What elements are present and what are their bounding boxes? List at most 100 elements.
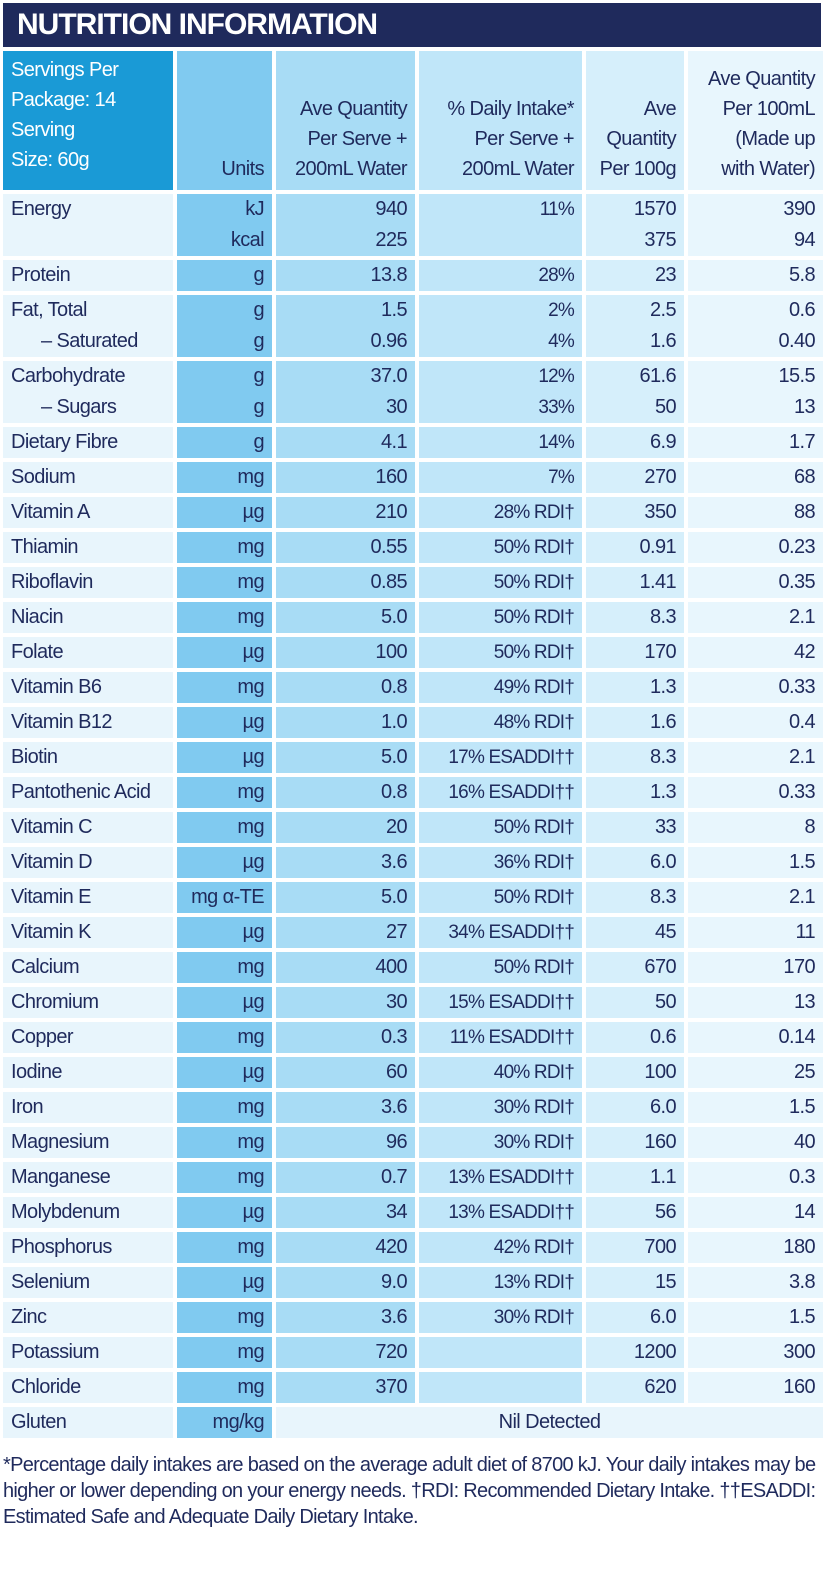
cell-name: Riboflavin	[3, 567, 173, 598]
di-value: 2%	[548, 300, 575, 321]
cell-g100: 1.3	[586, 672, 684, 703]
ml100-value: 0.33	[778, 781, 815, 803]
g100-value: 620	[644, 1376, 676, 1398]
cell-serve: 0.8	[276, 672, 415, 703]
cell-name: Pantothenic Acid	[3, 777, 173, 808]
cell-units: mg	[177, 777, 272, 808]
cell-di: 50% RDI†	[419, 882, 582, 913]
serve-value: 5.0	[380, 746, 408, 768]
ml100-value: 14	[793, 1201, 816, 1223]
di-value: 30% RDI†	[493, 1097, 575, 1118]
cell-g100: 50	[586, 987, 684, 1018]
cell-serve: 27	[276, 917, 415, 948]
units-value: g	[253, 264, 264, 286]
cell-serve: 0.3	[276, 1022, 415, 1053]
cell-ml100: 0.14	[688, 1022, 823, 1053]
g100-value: 45	[654, 921, 677, 943]
ml100-value: 1.5	[788, 1306, 816, 1328]
cell-name: Sodium	[3, 462, 173, 493]
cell-di: 15% ESADDI††	[419, 987, 582, 1018]
g100-value: 100	[644, 1061, 676, 1083]
name-value: Copper	[11, 1026, 74, 1048]
cell-ml100: 15.5 13	[688, 361, 823, 423]
cell-g100: 160	[586, 1127, 684, 1158]
header-units: Units	[177, 51, 272, 190]
cell-name: Magnesium	[3, 1127, 173, 1158]
di-value: 28% RDI†	[493, 502, 575, 523]
cell-name: Potassium	[3, 1337, 173, 1368]
units-value: g	[253, 365, 264, 387]
cell-ml100: 0.6 0.40	[688, 295, 823, 357]
units-value: µg	[242, 1201, 265, 1223]
units-value: mg	[237, 1341, 264, 1363]
units-value: mg	[237, 536, 264, 558]
cell-ml100: 0.23	[688, 532, 823, 563]
serve-value: 9.0	[380, 1271, 408, 1293]
di-value: 15% ESADDI††	[448, 992, 574, 1013]
serve-value: 100	[375, 641, 407, 663]
cell-serve: 0.8	[276, 777, 415, 808]
di-value	[427, 1372, 574, 1403]
serve-value: 720	[375, 1341, 407, 1363]
cell-serve: 9.0	[276, 1267, 415, 1298]
serve-value: 0.85	[370, 571, 407, 593]
cell-units: mg	[177, 1372, 272, 1403]
units-value: µg	[242, 746, 265, 768]
cell-units: µg	[177, 1267, 272, 1298]
cell-g100: 350	[586, 497, 684, 528]
cell-g100: 620	[586, 1372, 684, 1403]
name-value: Folate	[11, 641, 64, 663]
cell-ml100: 300	[688, 1337, 823, 1368]
cell-serve: 4.1	[276, 427, 415, 458]
ml100-value: 15.5	[778, 365, 815, 387]
cell-serve: 3.6	[276, 847, 415, 878]
cell-units: mg	[177, 672, 272, 703]
serve-value: 4.1	[380, 431, 408, 453]
cell-di: 16% ESADDI††	[419, 777, 582, 808]
name-value: – Sugars	[41, 396, 117, 418]
serve-value: 1.5	[380, 299, 408, 321]
di-value: 13% ESADDI††	[448, 1202, 574, 1223]
units-value: µg	[242, 501, 265, 523]
cell-units: mg	[177, 1232, 272, 1263]
name-value: Magnesium	[11, 1131, 110, 1153]
units-value: g	[253, 396, 264, 418]
name-value: Protein	[11, 264, 71, 286]
di-value: 36% RDI†	[493, 852, 575, 873]
name-value: Molybdenum	[11, 1201, 120, 1223]
ml100-value: 42	[793, 641, 816, 663]
header-per-100g: Ave Quantity Per 100g	[586, 51, 684, 190]
g100-value: 61.6	[639, 365, 676, 387]
g100-value: 0.91	[639, 536, 676, 558]
serve-value: 5.0	[380, 606, 408, 628]
g100-value: 1.3	[649, 676, 677, 698]
name-value: Zinc	[11, 1306, 47, 1328]
units-value: mg	[237, 1376, 264, 1398]
cell-name: Selenium	[3, 1267, 173, 1298]
name-value: Fat, Total	[11, 299, 88, 321]
di-value: 49% RDI†	[493, 677, 575, 698]
serve-value: 370	[375, 1376, 407, 1398]
cell-name: Manganese	[3, 1162, 173, 1193]
cell-ml100: 0.35	[688, 567, 823, 598]
cell-units: µg	[177, 637, 272, 668]
gluten-name: Gluten	[3, 1407, 173, 1438]
units-value: kJ	[245, 198, 264, 220]
cell-g100: 8.3	[586, 742, 684, 773]
cell-ml100: 2.1	[688, 882, 823, 913]
ml100-value: 88	[793, 501, 816, 523]
cell-serve: 100	[276, 637, 415, 668]
cell-serve: 37.0 30	[276, 361, 415, 423]
cell-di: 13% ESADDI††	[419, 1162, 582, 1193]
serve-value: 0.3	[380, 1026, 408, 1048]
di-value: 30% RDI†	[493, 1132, 575, 1153]
cell-di: 13% ESADDI††	[419, 1197, 582, 1228]
cell-serve: 420	[276, 1232, 415, 1263]
ml100-value: 2.1	[788, 886, 816, 908]
di-value: 28%	[538, 265, 574, 286]
name-value: – Saturated	[41, 330, 138, 352]
cell-ml100: 8	[688, 812, 823, 843]
cell-g100: 1200	[586, 1337, 684, 1368]
units-value: µg	[242, 921, 265, 943]
ml100-value: 1.5	[788, 1096, 816, 1118]
